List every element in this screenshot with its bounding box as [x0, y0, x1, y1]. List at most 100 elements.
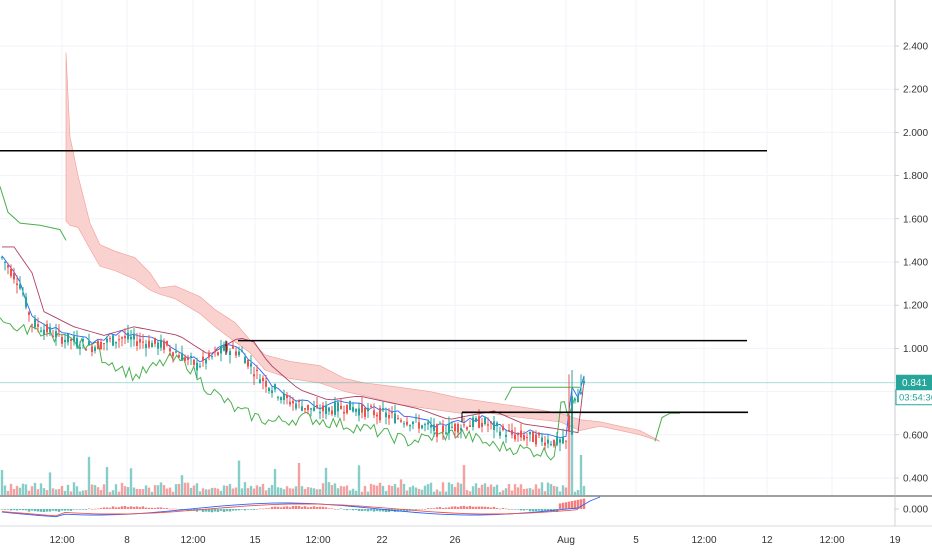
macd-histogram-bar — [456, 507, 460, 509]
volume-bar — [537, 488, 541, 495]
macd-histogram-bar — [531, 509, 535, 512]
volume-bar — [225, 485, 229, 495]
candle-body — [229, 351, 231, 356]
candle-body — [442, 425, 444, 433]
candle-body — [193, 359, 195, 365]
candle-body — [220, 346, 222, 354]
macd-histogram-bar — [90, 508, 94, 510]
volume-bar — [201, 488, 205, 495]
volume-bar — [213, 487, 217, 495]
volume-bar — [114, 484, 118, 495]
candle-body — [226, 343, 228, 351]
volume-bar — [396, 487, 400, 495]
volume-bar — [306, 487, 310, 495]
horizontal-lines[interactable] — [0, 149, 895, 422]
candle-body — [13, 272, 15, 280]
macd-histogram-bar — [324, 507, 328, 509]
candle-body — [400, 420, 402, 422]
volume-bar — [222, 485, 226, 495]
candle-body — [424, 424, 426, 426]
candle-body — [232, 346, 234, 349]
volume-bar — [93, 485, 97, 495]
candle-body — [451, 426, 453, 428]
y-tick-label: 2.200 — [903, 85, 928, 96]
volume-bar — [153, 485, 157, 495]
candle-body — [499, 431, 501, 436]
volume-bar — [435, 489, 439, 495]
candle-body — [133, 333, 135, 340]
macd-histogram-bar — [264, 508, 268, 509]
volume-bar — [288, 488, 292, 495]
macd-histogram-bar — [558, 503, 562, 509]
candle-body — [106, 338, 108, 343]
volume-bar — [255, 485, 259, 495]
candle-body — [286, 395, 288, 399]
macd-histogram-bar — [249, 509, 253, 510]
candle-body — [496, 422, 498, 427]
volume-bar — [12, 488, 16, 495]
macd-histogram-bar — [309, 506, 313, 509]
volume-bar — [78, 491, 82, 495]
macd-histogram-bar — [297, 506, 301, 509]
volume-bar — [9, 483, 13, 495]
macd-histogram-bar — [54, 509, 58, 512]
macd-histogram-bar — [276, 506, 280, 509]
volume-bar — [369, 483, 373, 495]
macd-histogram-bar — [168, 508, 172, 510]
macd-histogram-bar — [240, 509, 244, 510]
volume-bar — [243, 482, 247, 495]
candle-body — [487, 424, 489, 426]
macd-histogram-bar — [495, 508, 499, 509]
volume-bar — [297, 462, 301, 495]
macd-histogram-bar — [222, 509, 226, 512]
macd-histogram-bar — [75, 509, 79, 510]
volume-bar — [66, 484, 70, 495]
candle-body — [184, 357, 186, 361]
macd-histogram-bar — [378, 509, 382, 512]
volume-bar — [204, 489, 208, 495]
macd-histogram-bar — [45, 509, 49, 512]
candle-body — [349, 400, 351, 411]
volume-bar — [426, 484, 430, 495]
candle-body — [241, 350, 243, 352]
macd-histogram-bar — [561, 502, 565, 509]
volume-bar — [309, 487, 313, 495]
candle-body — [427, 422, 429, 425]
macd-histogram-bar — [147, 507, 151, 509]
candle-body — [580, 392, 582, 394]
macd-histogram-bar — [417, 508, 421, 510]
volume-bar — [576, 489, 580, 495]
macd-histogram-bar — [201, 509, 205, 512]
volume-bar — [102, 484, 106, 495]
volume-bar — [156, 485, 160, 495]
candle-body — [166, 341, 168, 346]
x-tick-label: 19 — [889, 535, 901, 546]
macd-histogram-bar — [42, 509, 46, 513]
candle-body — [73, 336, 75, 342]
candle-body — [352, 407, 354, 412]
volume-bar — [327, 482, 331, 495]
candle-body — [7, 265, 9, 268]
volume-bar — [210, 487, 214, 495]
volume-bar — [573, 491, 577, 495]
volume-bar — [282, 489, 286, 495]
volume-bar — [264, 490, 268, 495]
candle-body — [502, 426, 504, 431]
volume-bar — [261, 483, 265, 495]
volume-bar — [117, 491, 121, 495]
volume-bar — [567, 425, 571, 495]
macd-histogram-bar — [84, 509, 88, 510]
volume-bar — [300, 486, 304, 495]
macd-histogram-bar — [384, 509, 388, 513]
volume-bar — [558, 491, 562, 495]
y-tick-label: 1.600 — [903, 214, 928, 225]
candle-body — [478, 416, 480, 428]
countdown-badge — [895, 389, 932, 406]
volume-bar — [474, 483, 478, 495]
candle-body — [217, 352, 219, 356]
candle-body — [256, 369, 258, 372]
volume-bar — [450, 484, 454, 495]
volume-bar — [240, 488, 244, 495]
